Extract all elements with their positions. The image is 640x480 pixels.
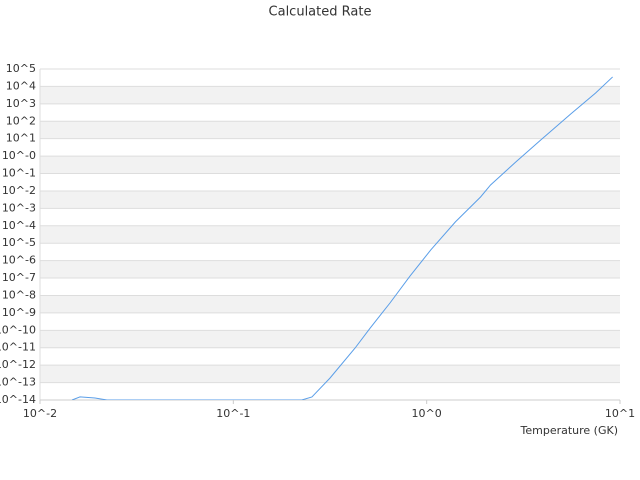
grid-band <box>40 86 620 104</box>
x-tick-label: 10^-1 <box>216 407 250 420</box>
y-tick-label: 10^-9 <box>2 306 36 319</box>
plot-background <box>40 86 620 383</box>
x-tick-label: 10^0 <box>412 407 442 420</box>
x-axis-label: Temperature (GK) <box>520 424 619 437</box>
y-tick-label: 10^2 <box>6 114 36 127</box>
grid-band <box>40 260 620 279</box>
y-tick-label: 10^5 <box>6 62 36 75</box>
y-tick-label: 10^-0 <box>2 149 36 162</box>
data-line <box>71 76 613 400</box>
grid-band <box>40 365 620 383</box>
grid-band <box>40 190 620 209</box>
y-tick-label: 10^-3 <box>2 201 36 214</box>
y-tick-label: 10^-14 <box>0 393 36 406</box>
x-tick-label: 10^-2 <box>23 407 57 420</box>
y-tick-label: 10^-1 <box>2 167 36 180</box>
y-tick-label: 10^-10 <box>0 323 36 336</box>
y-tick-label: 10^-4 <box>2 219 36 232</box>
y-tick-label: 10^-2 <box>2 184 36 197</box>
y-tick-label: 10^4 <box>6 79 36 92</box>
grid-band <box>40 225 620 244</box>
grid-band <box>40 295 620 313</box>
y-tick-label: 10^-11 <box>0 341 36 354</box>
y-tick-label: 10^-13 <box>0 376 36 389</box>
y-tick-label: 10^1 <box>6 132 36 145</box>
y-tick-label: 10^-12 <box>0 358 36 371</box>
y-tick-label: 10^3 <box>6 97 36 110</box>
y-tick-label: 10^-6 <box>2 254 36 267</box>
y-tick-label: 10^-8 <box>2 288 36 301</box>
chart-title: Calculated Rate <box>269 5 372 20</box>
grid-band <box>40 156 620 174</box>
grid-band <box>40 121 620 139</box>
y-tick-label: 10^-5 <box>2 236 36 249</box>
x-tick-label: 10^1 <box>605 407 635 420</box>
grid-band <box>40 330 620 348</box>
y-tick-label: 10^-7 <box>2 271 36 284</box>
